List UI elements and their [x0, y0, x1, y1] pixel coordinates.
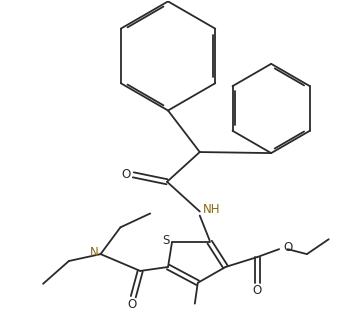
Text: NH: NH: [203, 203, 221, 216]
Text: O: O: [127, 298, 136, 311]
Text: N: N: [89, 246, 98, 259]
Text: S: S: [162, 234, 170, 247]
Text: O: O: [253, 284, 262, 297]
Text: O: O: [121, 168, 130, 181]
Text: O: O: [284, 241, 293, 254]
